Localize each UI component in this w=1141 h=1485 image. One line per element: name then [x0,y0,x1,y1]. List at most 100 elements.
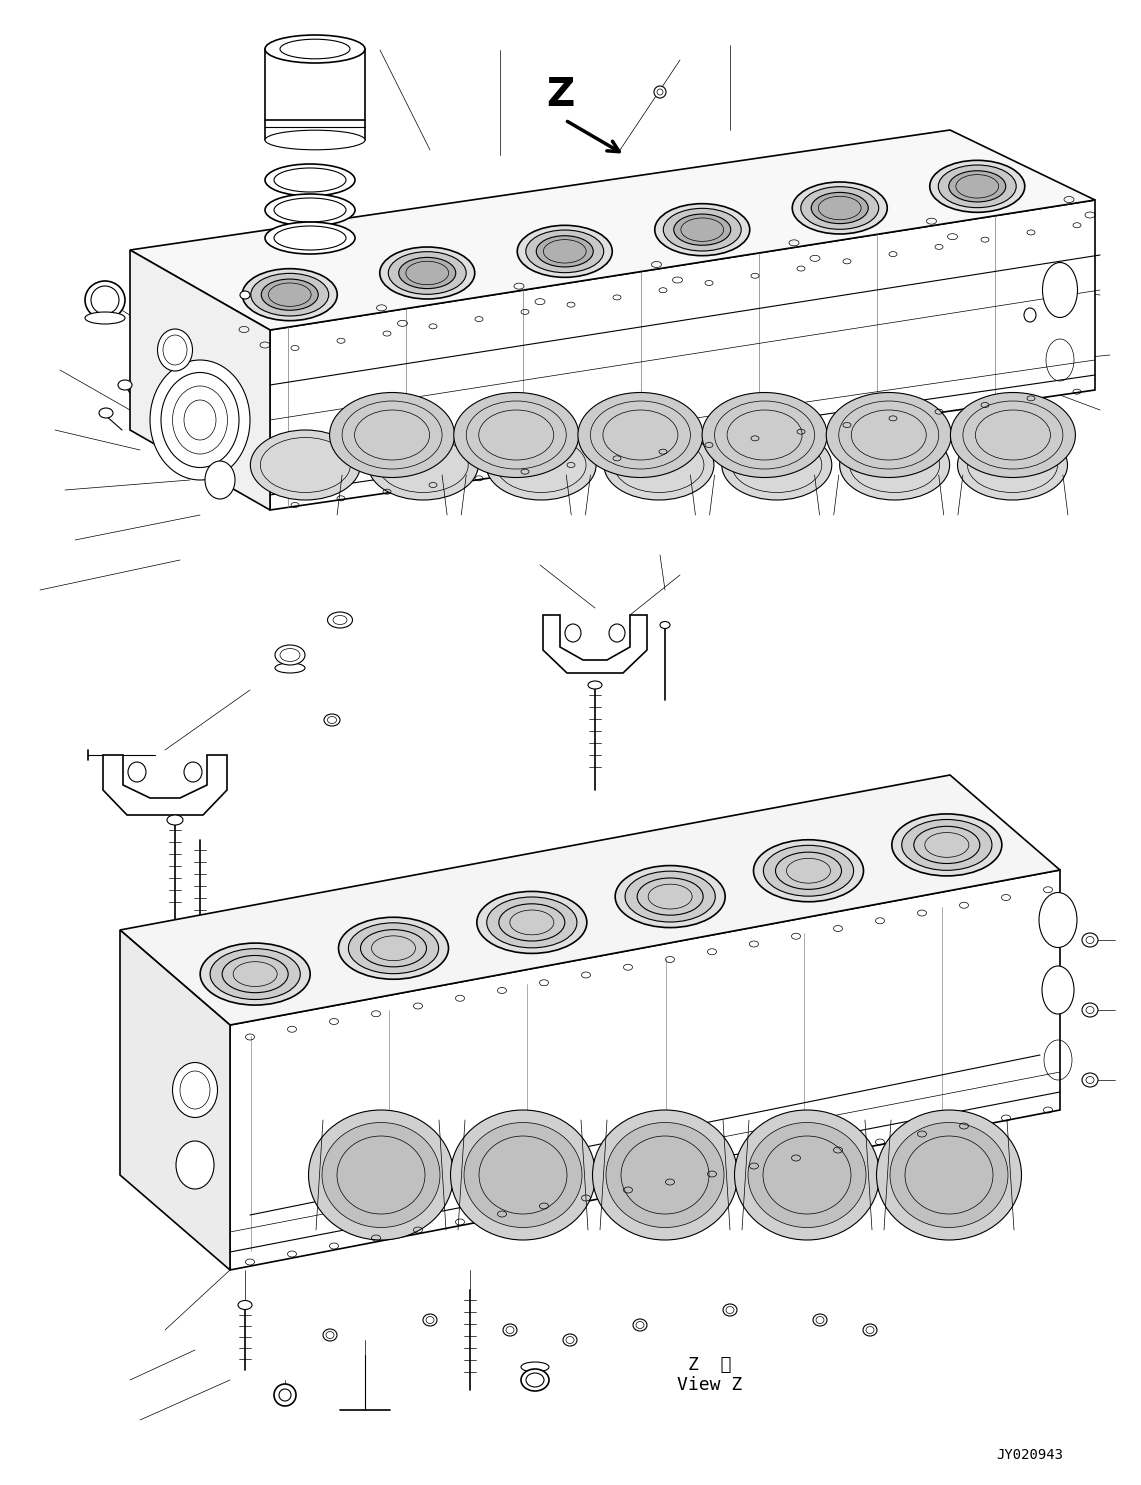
Ellipse shape [735,1109,880,1240]
Ellipse shape [1082,933,1098,947]
Ellipse shape [938,165,1017,208]
Ellipse shape [753,839,864,901]
Ellipse shape [814,1314,827,1326]
Ellipse shape [172,1062,218,1118]
Ellipse shape [748,1123,866,1228]
Ellipse shape [380,247,475,298]
Polygon shape [120,930,230,1270]
Ellipse shape [901,820,992,870]
Ellipse shape [423,1314,437,1326]
Text: Z  視: Z 視 [688,1356,731,1374]
Ellipse shape [521,1369,549,1391]
Ellipse shape [99,408,113,417]
Ellipse shape [615,866,726,928]
Ellipse shape [792,183,888,235]
Ellipse shape [578,392,703,478]
Ellipse shape [1082,1074,1098,1087]
Ellipse shape [930,160,1025,212]
Ellipse shape [398,257,455,288]
Polygon shape [543,615,647,673]
Ellipse shape [655,203,750,255]
Ellipse shape [84,281,126,319]
Ellipse shape [240,291,250,298]
Ellipse shape [176,1140,215,1189]
Ellipse shape [1023,307,1036,322]
Ellipse shape [118,380,132,391]
Ellipse shape [265,221,355,254]
Ellipse shape [327,612,353,628]
Ellipse shape [477,891,586,953]
Ellipse shape [210,949,300,999]
Ellipse shape [200,943,310,1005]
Ellipse shape [588,682,602,689]
Ellipse shape [265,131,365,150]
Ellipse shape [265,36,365,62]
Ellipse shape [659,622,670,628]
Ellipse shape [157,330,193,371]
Ellipse shape [205,460,235,499]
Text: Z: Z [545,76,574,114]
Polygon shape [230,870,1060,1270]
Ellipse shape [275,662,305,673]
Polygon shape [270,200,1095,509]
Ellipse shape [238,1301,252,1310]
Ellipse shape [275,644,305,665]
Text: View Z: View Z [678,1377,743,1394]
Ellipse shape [503,1325,517,1337]
Ellipse shape [840,431,949,500]
Ellipse shape [801,187,879,229]
Polygon shape [120,775,1060,1025]
Ellipse shape [950,392,1076,478]
Ellipse shape [521,1362,549,1372]
Ellipse shape [265,195,355,226]
Ellipse shape [606,1123,725,1228]
Ellipse shape [242,269,338,321]
Ellipse shape [863,1325,877,1337]
Ellipse shape [723,1304,737,1316]
Ellipse shape [536,236,593,267]
Ellipse shape [663,208,742,251]
Ellipse shape [274,1384,296,1406]
Ellipse shape [625,872,715,922]
Ellipse shape [339,918,448,979]
Ellipse shape [324,714,340,726]
Ellipse shape [330,392,454,478]
Ellipse shape [388,251,467,294]
Ellipse shape [811,193,868,224]
Ellipse shape [323,1329,337,1341]
Ellipse shape [464,1123,582,1228]
Ellipse shape [563,1334,577,1345]
Ellipse shape [1042,967,1074,1014]
Ellipse shape [1039,892,1077,947]
Ellipse shape [826,392,952,478]
Ellipse shape [322,1123,440,1228]
Ellipse shape [633,1319,647,1331]
Ellipse shape [487,897,577,947]
Ellipse shape [167,815,183,826]
Ellipse shape [876,1109,1021,1240]
Ellipse shape [149,359,250,480]
Ellipse shape [348,922,438,974]
Ellipse shape [763,845,853,895]
Ellipse shape [890,1123,1008,1228]
Ellipse shape [1043,263,1077,318]
Polygon shape [130,131,1095,330]
Ellipse shape [251,273,329,316]
Ellipse shape [517,226,613,278]
Ellipse shape [592,1109,737,1240]
Ellipse shape [526,230,604,273]
Ellipse shape [84,312,126,324]
Ellipse shape [604,431,714,500]
Ellipse shape [673,214,730,245]
Polygon shape [103,754,227,815]
Ellipse shape [702,392,827,478]
Ellipse shape [486,431,596,500]
Ellipse shape [957,431,1068,500]
Ellipse shape [1082,1002,1098,1017]
Ellipse shape [265,163,355,196]
Ellipse shape [454,392,578,478]
Polygon shape [130,249,270,509]
Ellipse shape [369,431,478,500]
Ellipse shape [250,431,361,500]
Ellipse shape [654,86,666,98]
